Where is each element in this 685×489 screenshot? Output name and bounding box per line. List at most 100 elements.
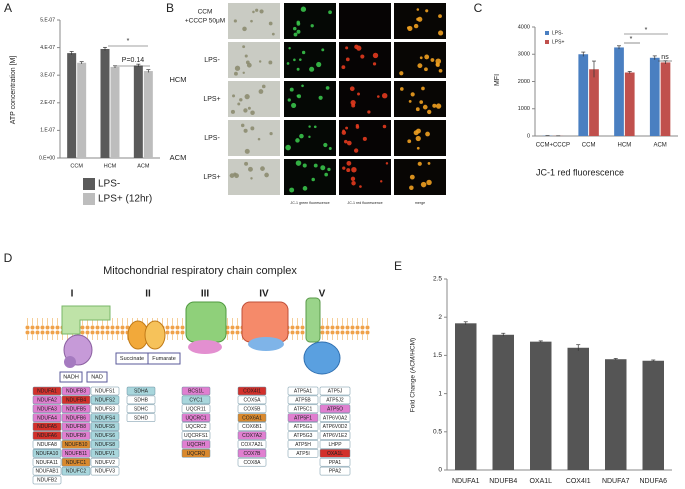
gene-box [319,440,351,449]
gene-label: PPA1 [329,460,342,466]
annotation: ns [661,54,669,61]
y-axis-label: Fold Change (ACM/HCM) [410,338,417,412]
cell [261,84,266,89]
cell [318,95,323,100]
gene-box [319,422,351,431]
cell [242,45,246,49]
cell [230,109,235,114]
gene-label: NDUFS6 [95,433,115,439]
cell [438,14,442,18]
row-label: LPS+ [203,174,220,181]
cell [353,148,359,153]
gene-box [126,413,156,422]
gene-label: NDUFA11 [36,460,58,466]
gene-box [287,395,319,405]
gene-box [32,404,62,414]
cell [252,10,255,14]
gene-label: UQCR11 [186,406,206,412]
substrate-label: NAD [91,374,103,380]
row-label: CCM [198,9,213,16]
cell [419,56,423,60]
gene-box [319,386,351,396]
annotation: * [630,36,633,43]
gene-label: COX6B1 [242,424,262,430]
y-tick-label: 4.E-07 [40,45,55,51]
gene-label: NDUFA3 [37,406,57,412]
cell [382,124,387,129]
cell [438,68,443,73]
cell [309,66,315,72]
gene-box [32,457,62,467]
gene-box [90,413,120,422]
cell [328,147,332,150]
cell [409,174,415,180]
gene-label: NDUFS1 [95,389,115,395]
column-label: merge [415,201,425,205]
cell [413,23,419,29]
y-tick-label: 2.E-07 [40,100,55,106]
y-tick-label: 3000 [518,52,530,58]
panel-label: B [166,1,174,15]
gene-box [32,386,62,396]
gene-box [181,395,211,405]
cell [308,135,311,139]
gene-label: NDUFS4 [95,415,115,421]
gene-box [237,386,267,396]
cell [248,166,253,172]
cell [313,163,318,168]
gene-label: ATP5J [328,389,343,395]
cell [346,140,352,146]
bar [642,360,664,470]
gene-box [287,386,319,396]
gene-box [90,404,120,414]
legend-swatch [83,178,95,190]
respiratory-chain-artwork [25,297,370,383]
cell [291,102,297,108]
y-tick-label: 1000 [518,106,530,112]
row-label: LPS- [204,57,220,64]
gene-box [32,440,62,449]
gene-box [287,422,319,431]
cell [438,30,444,36]
micrograph [228,120,280,156]
cell [296,94,300,98]
gene-box [237,395,267,405]
gene-box [287,449,319,458]
cell [239,98,243,102]
cell [415,107,420,112]
gene-label: NDUFB4 [66,398,86,404]
cell [324,172,328,177]
gene-box [32,395,62,405]
gene-label: COX8A [244,460,262,466]
y-tick-label: 2 [438,314,442,321]
gene-label: NDUFA8 [37,442,57,448]
cell [240,123,245,128]
gene-label: COX5B [244,406,262,412]
caption: JC-1 red fluorescence [536,167,624,177]
x-tick-label: CCM [582,143,596,149]
cell [350,176,356,182]
cell [295,138,300,143]
cell [416,8,420,11]
substrate-label: NADH [63,374,79,380]
gene-label: CYC1 [189,398,203,404]
gene-box [237,449,267,458]
cell [422,104,428,110]
cell [381,92,388,99]
gene-box [90,386,120,396]
cell [250,126,255,131]
gene-label: SDHB [134,398,149,404]
cell [308,125,311,128]
cell [328,10,332,15]
gene-label: COX4I1 [243,389,261,395]
cell [409,185,414,190]
bar [605,359,627,470]
gene-label: NDUFB2 [37,478,57,484]
gene-box [126,386,156,396]
bar [77,62,87,158]
cell [311,177,315,182]
cell [244,148,250,154]
cell [286,62,290,65]
cell [421,86,425,91]
cell [351,167,357,173]
